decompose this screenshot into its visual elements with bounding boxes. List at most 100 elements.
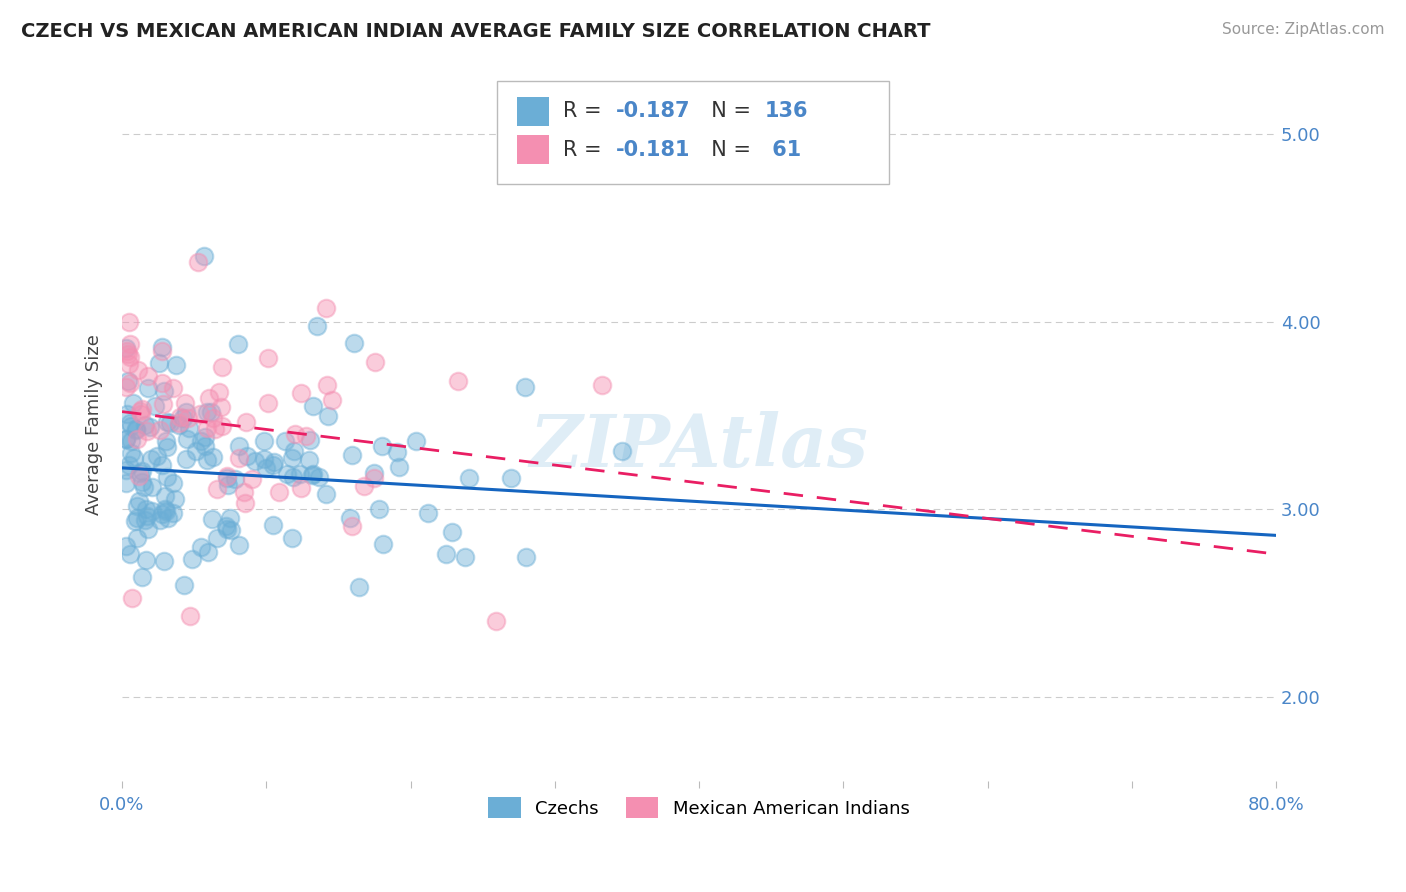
Point — [371, 439, 394, 453]
Bar — [517, 136, 550, 164]
Point — [150, 507, 173, 521]
Point — [159, 416, 181, 430]
Point — [214, 518, 236, 533]
Point — [177, 421, 200, 435]
Text: 136: 136 — [765, 102, 808, 121]
Point — [200, 405, 222, 419]
Point — [405, 434, 427, 448]
Point — [115, 463, 138, 477]
Point — [173, 395, 195, 409]
Point — [385, 445, 408, 459]
Point — [156, 470, 179, 484]
Point — [177, 411, 200, 425]
Point — [281, 450, 304, 465]
Text: -0.187: -0.187 — [616, 102, 690, 121]
Point — [190, 434, 212, 448]
Point — [343, 335, 366, 350]
Point — [315, 486, 337, 500]
Text: R =: R = — [562, 102, 609, 121]
Point — [152, 397, 174, 411]
Point — [307, 319, 329, 334]
Point — [228, 450, 250, 465]
Point — [301, 399, 323, 413]
Point — [363, 355, 385, 369]
Point — [219, 511, 242, 525]
Point — [340, 448, 363, 462]
Point — [201, 512, 224, 526]
Point — [193, 430, 215, 444]
Point — [181, 552, 204, 566]
Point — [316, 409, 339, 423]
Point — [195, 421, 218, 435]
Point — [388, 460, 411, 475]
Point — [173, 578, 195, 592]
Point — [184, 443, 207, 458]
Point — [128, 467, 150, 481]
Point — [121, 591, 143, 605]
Point — [190, 540, 212, 554]
Point — [121, 396, 143, 410]
Point — [219, 523, 242, 537]
Point — [149, 423, 172, 437]
Point — [281, 470, 304, 484]
Point — [373, 537, 395, 551]
Point — [153, 384, 176, 399]
Point — [204, 421, 226, 435]
Point — [156, 416, 179, 430]
Point — [202, 450, 225, 464]
Point — [118, 350, 141, 364]
Point — [118, 416, 141, 430]
Point — [339, 511, 361, 525]
Point — [321, 393, 343, 408]
Point — [205, 531, 228, 545]
Text: -0.181: -0.181 — [616, 140, 690, 160]
Point — [263, 455, 285, 469]
Point — [284, 427, 307, 442]
Point — [153, 554, 176, 568]
Point — [124, 424, 146, 438]
Point — [301, 468, 323, 483]
Point — [136, 522, 159, 536]
Point — [211, 359, 233, 374]
Point — [162, 506, 184, 520]
Point — [162, 476, 184, 491]
Y-axis label: Average Family Size: Average Family Size — [86, 334, 103, 516]
Text: N =: N = — [697, 102, 758, 121]
Point — [150, 344, 173, 359]
Point — [134, 417, 156, 432]
Point — [120, 434, 142, 449]
FancyBboxPatch shape — [498, 80, 890, 184]
Point — [288, 467, 311, 482]
Point — [150, 376, 173, 390]
Point — [153, 501, 176, 516]
Point — [125, 532, 148, 546]
Point — [167, 417, 190, 432]
Point — [257, 351, 280, 366]
Point — [298, 452, 321, 467]
Point — [301, 467, 323, 482]
Point — [135, 424, 157, 438]
Point — [117, 347, 139, 361]
Text: CZECH VS MEXICAN AMERICAN INDIAN AVERAGE FAMILY SIZE CORRELATION CHART: CZECH VS MEXICAN AMERICAN INDIAN AVERAGE… — [21, 22, 931, 41]
Point — [253, 452, 276, 467]
Point — [118, 357, 141, 371]
Point — [290, 481, 312, 495]
Point — [156, 440, 179, 454]
Point — [136, 508, 159, 523]
Point — [115, 432, 138, 446]
Point — [347, 580, 370, 594]
Point — [193, 249, 215, 263]
Point — [211, 418, 233, 433]
Text: R =: R = — [562, 140, 609, 160]
Point — [131, 402, 153, 417]
Point — [454, 550, 477, 565]
Point — [118, 547, 141, 561]
Point — [281, 531, 304, 545]
Point — [228, 538, 250, 552]
Point — [150, 340, 173, 354]
Point — [197, 545, 219, 559]
Point — [136, 368, 159, 383]
Point — [115, 344, 138, 359]
Point — [131, 463, 153, 477]
Text: Source: ZipAtlas.com: Source: ZipAtlas.com — [1222, 22, 1385, 37]
